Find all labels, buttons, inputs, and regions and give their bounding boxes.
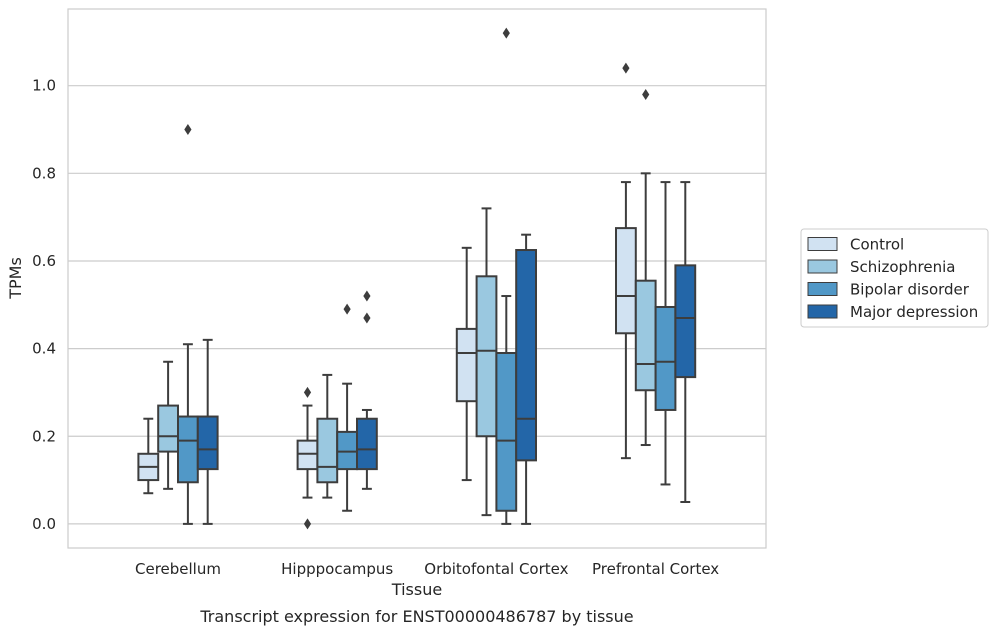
x-tick-label: Prefrontal Cortex — [592, 560, 719, 578]
box-iqr — [157, 404, 179, 453]
box-iqr — [177, 415, 199, 484]
y-tick-label: 0.8 — [32, 164, 56, 182]
box-iqr — [296, 439, 319, 471]
outlier-marker — [622, 62, 630, 74]
box-major-depression — [515, 233, 538, 525]
chart-caption: Transcript expression for ENST0000048678… — [199, 607, 633, 626]
box-control — [615, 62, 637, 460]
box-iqr — [336, 430, 359, 471]
box-schizophrenia — [475, 207, 498, 517]
outlier-marker — [363, 290, 371, 302]
y-tick-label: 0.4 — [32, 340, 56, 358]
y-tick-label: 1.0 — [32, 77, 56, 95]
box-iqr — [495, 351, 518, 512]
outlier-marker — [363, 312, 371, 324]
outlier-marker — [502, 27, 510, 39]
box-bipolar-disorder — [495, 27, 518, 525]
legend-label: Major depression — [850, 303, 978, 321]
legend-label: Control — [850, 236, 904, 254]
category-group — [296, 290, 378, 530]
box-iqr — [316, 417, 339, 484]
category-group — [137, 124, 219, 525]
box-bipolar-disorder — [336, 303, 359, 512]
outlier-marker — [343, 303, 351, 315]
legend: Control Schizophrenia Bipolar disorder Majo… — [800, 228, 989, 328]
box-iqr — [455, 327, 478, 403]
legend-swatch — [807, 237, 838, 251]
outlier-marker — [303, 518, 312, 530]
box-schizophrenia — [316, 373, 339, 499]
box-iqr — [674, 264, 697, 379]
box-control — [137, 417, 160, 495]
box-iqr — [356, 417, 378, 471]
y-tick-label: 0.6 — [32, 252, 56, 270]
x-axis-label: Tissue — [391, 580, 442, 599]
plot-frame — [67, 8, 767, 549]
box-bipolar-disorder — [177, 124, 199, 525]
box-schizophrenia — [634, 88, 657, 447]
box-groups — [137, 27, 697, 530]
legend-swatch — [807, 259, 838, 274]
y-tick-label: 0.2 — [32, 427, 56, 445]
box-iqr — [634, 279, 657, 392]
gridlines — [68, 85, 766, 525]
legend-swatch — [807, 304, 838, 319]
y-axis-label: TPMs — [6, 257, 25, 300]
box-iqr — [515, 249, 538, 462]
x-tick-label: Orbitofontal Cortex — [424, 560, 568, 578]
legend-swatch — [807, 282, 838, 296]
box-control — [455, 246, 478, 482]
outlier-marker — [642, 88, 650, 100]
outlier-marker — [303, 386, 312, 398]
y-tick-labels: 0.0 0.2 0.4 0.6 0.8 1.0 — [32, 77, 56, 533]
category-group — [455, 27, 538, 525]
box-iqr — [475, 275, 498, 438]
legend-label: Schizophrenia — [850, 258, 955, 276]
box-schizophrenia — [157, 360, 179, 490]
box-major-depression — [196, 338, 219, 525]
box-control — [296, 386, 319, 530]
legend-frame — [800, 228, 989, 328]
x-tick-labels: Cerebellum Hipppocampus Orbitofontal Corte… — [135, 560, 719, 578]
box-major-depression — [674, 181, 697, 503]
y-tick-label: 0.0 — [32, 515, 56, 533]
box-iqr — [196, 415, 219, 471]
box-iqr — [654, 305, 677, 411]
category-group — [615, 62, 697, 503]
box-major-depression — [356, 290, 378, 490]
box-bipolar-disorder — [654, 181, 677, 486]
x-tick-label: Cerebellum — [135, 560, 221, 578]
legend-label: Bipolar disorder — [850, 281, 970, 299]
box-iqr — [615, 227, 637, 335]
x-tick-label: Hipppocampus — [281, 560, 393, 578]
outlier-marker — [184, 124, 192, 136]
